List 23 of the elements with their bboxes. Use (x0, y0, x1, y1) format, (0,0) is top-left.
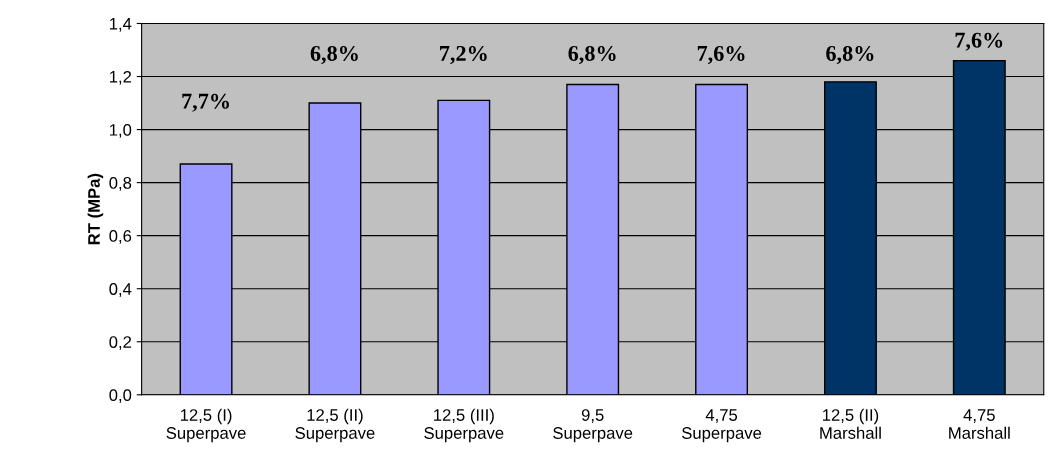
y-tick-label: 1,0 (110, 123, 132, 138)
annotation: 6,8% (310, 45, 358, 65)
x-tick-label: 12,5 (I) Superpave (166, 408, 246, 443)
annotation: 7,7% (182, 93, 229, 112)
y-tick-label: 0,6 (109, 230, 132, 244)
y-tick-label: 1,2 (110, 70, 132, 85)
y-tick-label: 0,4 (109, 283, 132, 297)
annotation: 7,2% (440, 45, 487, 65)
y-tick-label: 0,8 (109, 177, 132, 191)
x-tick-label: 12,5 (II) Marshall (820, 408, 881, 439)
annotation: 6,8% (826, 45, 874, 65)
x-tick-label: 12,5 (III) Superpave (424, 408, 504, 443)
y-tick-label: 1,4 (110, 18, 132, 32)
annotation: 7,6% (955, 32, 1003, 51)
x-tick-label: 4,75 Superpave (682, 409, 762, 443)
y-axis-title: RT (MPa) (87, 173, 104, 245)
y-tick-label: 0,0 (109, 389, 132, 403)
annotation: 7,6% (697, 45, 745, 65)
x-tick-label: 9,5 Superpave (553, 409, 633, 443)
annotation: 6,8% (568, 45, 616, 65)
x-tick-label: 4,75 Marshall (949, 409, 1010, 439)
y-tick-label: 0,2 (109, 336, 132, 350)
x-tick-label: 12,5 (II) Superpave (295, 408, 375, 443)
